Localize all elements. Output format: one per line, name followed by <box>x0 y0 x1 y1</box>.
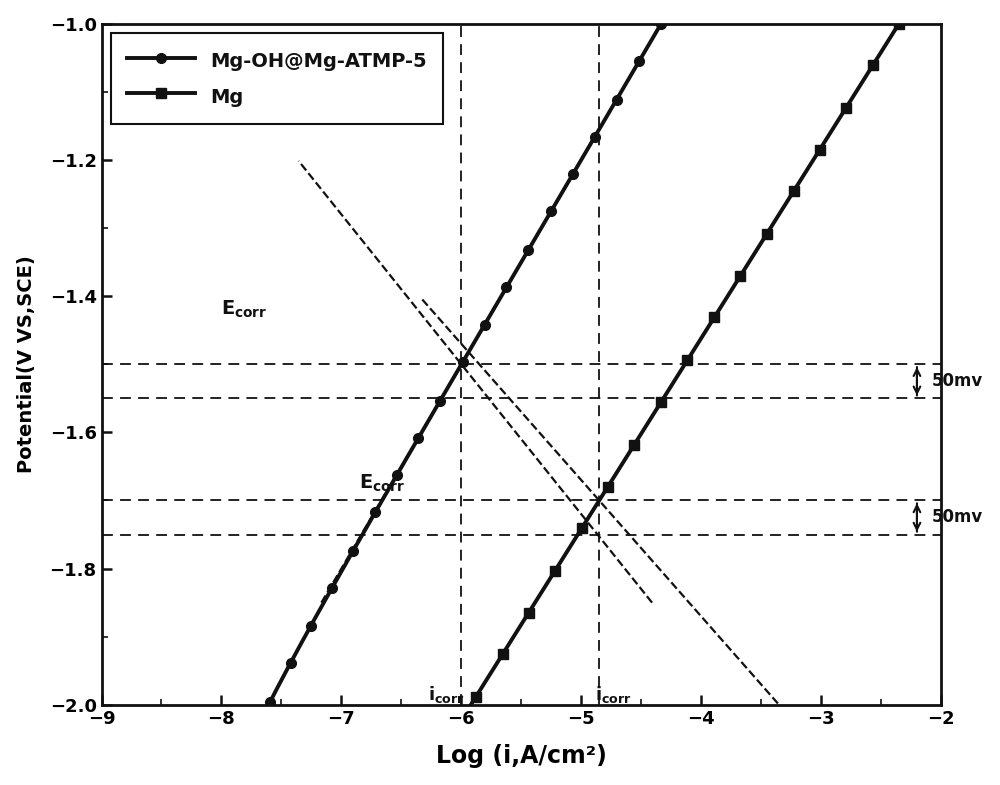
Mg-OH@Mg-ATMP-5 <box>645 36 657 46</box>
Mg-OH@Mg-ATMP-5 <box>463 347 475 356</box>
Y-axis label: Potential(V VS,SCE): Potential(V VS,SCE) <box>17 255 36 473</box>
Mg <box>711 309 723 318</box>
Text: $\mathbf{E_{corr}}$: $\mathbf{E_{corr}}$ <box>221 299 268 320</box>
X-axis label: Log (i,A/cm²): Log (i,A/cm²) <box>436 744 607 769</box>
Mg <box>443 734 455 743</box>
Mg-OH@Mg-ATMP-5 <box>435 395 447 404</box>
Mg-OH@Mg-ATMP-5 <box>438 390 450 400</box>
Mg <box>687 347 699 356</box>
Mg <box>893 19 905 28</box>
Text: 50mv: 50mv <box>931 509 983 527</box>
Line: Mg-OH@Mg-ATMP-5: Mg-OH@Mg-ATMP-5 <box>247 19 666 743</box>
Mg <box>812 148 824 157</box>
Text: $\mathbf{E_{corr}}$: $\mathbf{E_{corr}}$ <box>359 473 406 494</box>
Mg-OH@Mg-ATMP-5 <box>655 19 667 28</box>
Mg <box>660 390 672 400</box>
Mg-OH@Mg-ATMP-5 <box>485 309 497 318</box>
Mg-OH@Mg-ATMP-5 <box>246 734 258 743</box>
Text: $\mathbf{i_{corr}}$: $\mathbf{i_{corr}}$ <box>595 684 632 705</box>
Text: $\mathbf{i_{corr}}$: $\mathbf{i_{corr}}$ <box>428 684 465 705</box>
Line: Mg: Mg <box>445 19 904 743</box>
Legend: Mg-OH@Mg-ATMP-5, Mg: Mg-OH@Mg-ATMP-5, Mg <box>111 34 443 123</box>
Mg <box>657 395 669 404</box>
Text: 50mv: 50mv <box>931 372 983 390</box>
Mg-OH@Mg-ATMP-5 <box>579 148 591 157</box>
Mg <box>882 36 894 46</box>
